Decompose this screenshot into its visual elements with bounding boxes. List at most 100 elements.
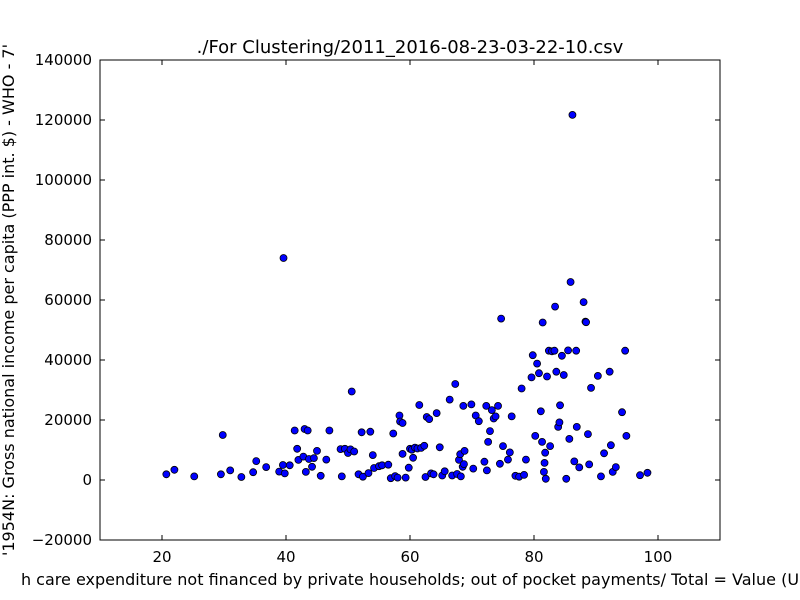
data-point — [440, 467, 449, 476]
data-point — [636, 471, 644, 480]
data-point — [585, 460, 594, 469]
data-point — [398, 419, 407, 427]
data-point — [293, 444, 302, 453]
data-point — [421, 473, 430, 481]
data-point — [543, 372, 551, 381]
data-point — [252, 457, 261, 466]
data-point — [611, 463, 620, 472]
data-point — [460, 446, 469, 455]
data-point — [606, 441, 615, 450]
data-point — [393, 473, 402, 482]
data-point — [389, 429, 398, 438]
data-point — [484, 437, 493, 446]
data-point — [290, 426, 299, 435]
data-point — [575, 463, 584, 472]
data-point — [415, 401, 424, 409]
data-point — [190, 472, 199, 481]
data-points — [162, 111, 652, 483]
data-point — [303, 426, 312, 435]
data-point — [541, 448, 550, 457]
data-point — [491, 412, 500, 421]
data-point — [593, 371, 602, 380]
data-point — [469, 464, 478, 473]
data-point — [451, 380, 460, 388]
axis-ticks: 20 40 60 80 100 −20000 0 20000 40000 60000 80000 10… — [32, 51, 720, 566]
y-tick-label: 140000 — [35, 51, 92, 69]
x-axis-label: h care expenditure not financed by priva… — [21, 570, 799, 589]
data-point — [218, 431, 227, 439]
data-point — [279, 254, 288, 262]
data-point — [555, 418, 564, 427]
data-point — [237, 473, 246, 481]
data-point — [568, 111, 577, 119]
data-point — [226, 466, 235, 475]
data-point — [432, 409, 441, 418]
data-point — [540, 458, 549, 467]
data-point — [556, 401, 564, 410]
data-point — [494, 401, 502, 410]
data-point — [357, 428, 366, 437]
data-point — [350, 447, 359, 456]
data-point — [364, 469, 373, 478]
data-point — [527, 373, 536, 382]
data-point — [579, 298, 588, 307]
y-tick-label: 120000 — [35, 111, 92, 129]
data-point — [280, 469, 289, 478]
data-point — [162, 470, 171, 479]
data-point — [559, 371, 568, 379]
data-point — [216, 470, 225, 479]
y-tick-label: 80000 — [44, 231, 92, 249]
data-point — [605, 367, 614, 376]
data-point — [322, 455, 331, 464]
x-tick-label: 60 — [400, 548, 419, 566]
data-point — [456, 472, 465, 481]
chart-title: ./For Clustering/2011_2016-08-23-03-22-1… — [197, 37, 624, 58]
data-point — [535, 369, 543, 378]
data-point — [621, 346, 630, 355]
data-point — [425, 415, 434, 424]
data-point — [366, 427, 375, 436]
data-point — [570, 457, 579, 466]
data-point — [597, 472, 605, 481]
data-point — [467, 400, 476, 409]
data-point — [552, 367, 561, 376]
data-point — [170, 465, 179, 474]
data-point — [562, 474, 571, 483]
data-point — [445, 395, 454, 404]
data-point — [337, 472, 346, 481]
data-point — [600, 449, 608, 458]
data-point — [474, 417, 483, 426]
data-point — [572, 422, 581, 431]
data-point — [551, 302, 559, 311]
data-point — [285, 461, 294, 470]
data-point — [460, 460, 468, 469]
data-point — [347, 387, 356, 396]
data-point — [566, 278, 575, 286]
x-tick-label: 40 — [276, 548, 295, 566]
data-point — [522, 455, 530, 464]
y-axis-label: '1954N: Gross national income per capita… — [0, 44, 18, 556]
data-point — [536, 407, 545, 416]
data-point — [487, 406, 496, 415]
data-point — [301, 467, 310, 476]
data-point — [538, 437, 546, 446]
data-point — [531, 431, 540, 440]
data-point — [482, 401, 491, 410]
data-point — [550, 346, 559, 355]
data-point — [429, 470, 438, 479]
plot-frame — [99, 59, 721, 541]
data-point — [507, 412, 516, 421]
data-point — [517, 384, 526, 393]
data-point — [584, 430, 592, 439]
data-point — [486, 427, 494, 436]
data-point — [459, 401, 468, 410]
data-point — [262, 463, 271, 472]
data-point — [528, 351, 537, 360]
data-point — [401, 473, 410, 482]
data-point — [643, 468, 652, 477]
data-point — [409, 453, 418, 462]
data-point — [358, 472, 367, 481]
data-point — [313, 446, 321, 455]
data-point — [538, 318, 547, 327]
